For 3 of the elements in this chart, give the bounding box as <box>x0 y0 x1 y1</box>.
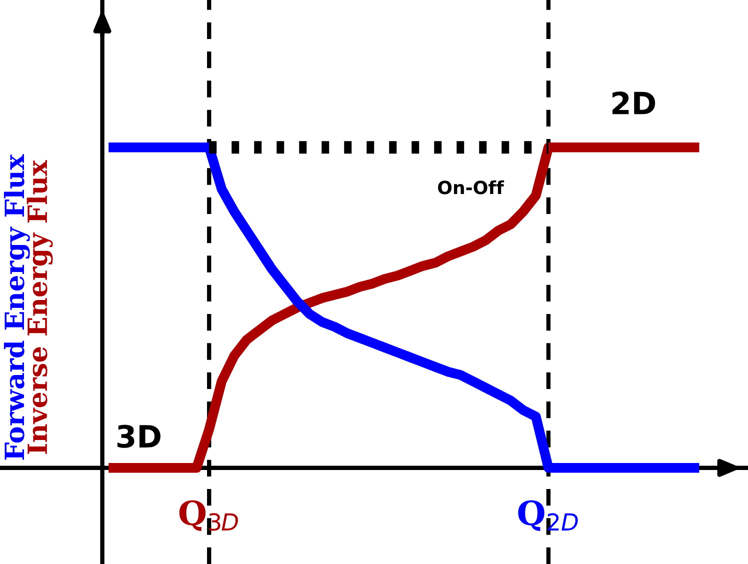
annotation: On-Off <box>438 180 504 194</box>
text: 2D <box>612 92 656 114</box>
annotation: 3D <box>117 424 160 448</box>
